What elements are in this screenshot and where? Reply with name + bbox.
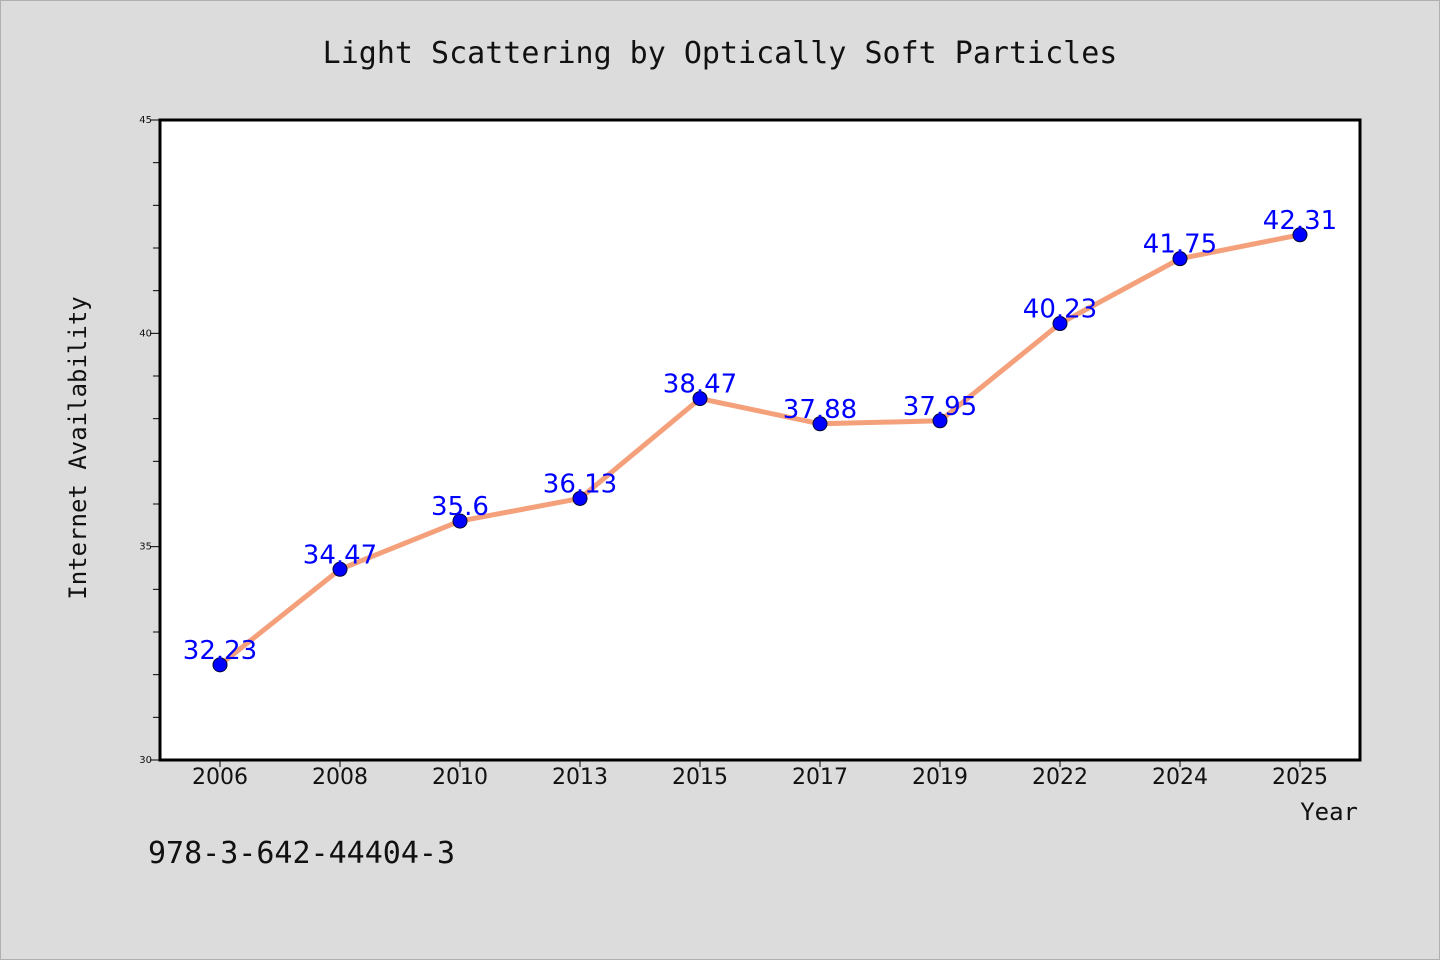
x-tick-label: 2010: [432, 765, 488, 790]
data-label: 42.31: [1263, 206, 1337, 236]
data-label: 37.95: [903, 392, 977, 422]
x-axis-ticks: 2006 2008 2010 2013 2015 2017 2019 2022 2024 2025: [192, 760, 1328, 790]
data-point: [692, 391, 708, 407]
x-tick-label: 2008: [312, 765, 368, 790]
data-label: 35.6: [431, 492, 489, 522]
x-tick-label: 2022: [1032, 765, 1088, 790]
y-axis-label: Internet Availability: [64, 296, 92, 599]
series-line: [217, 232, 1303, 668]
x-tick-label: 2015: [672, 765, 728, 790]
series-layer: [212, 227, 1308, 673]
data-label: 41.75: [1143, 230, 1217, 260]
y-tick-label: 40: [139, 328, 152, 339]
data-point: [212, 657, 228, 673]
x-axis-label: Year: [1300, 798, 1358, 826]
x-tick-label: 2006: [192, 765, 248, 790]
data-point: [452, 513, 468, 529]
x-tick-label: 2025: [1272, 765, 1328, 790]
y-axis-ticks: 30 35 40 45: [139, 115, 160, 766]
data-label: 32.23: [183, 636, 257, 666]
y-tick-label: 45: [139, 115, 152, 126]
x-tick-label: 2024: [1152, 765, 1208, 790]
data-label: 36.13: [543, 469, 617, 499]
chart-title: Light Scattering by Optically Soft Parti…: [323, 36, 1118, 71]
data-point: [932, 413, 948, 429]
x-tick-label: 2013: [552, 765, 608, 790]
data-labels-layer: 32.23 34.47 35.6 36.13 38.47 37.88 37.95 40.23 4…: [183, 206, 1337, 666]
data-point: [1292, 227, 1308, 243]
y-tick-label: 35: [139, 542, 152, 553]
data-point: [572, 490, 588, 506]
data-label: 40.23: [1023, 295, 1097, 325]
data-point: [1172, 251, 1188, 267]
data-label: 38.47: [663, 370, 737, 400]
isbn-label: 978-3-642-44404-3: [148, 836, 455, 871]
data-label: 34.47: [303, 540, 377, 570]
y-tick-label: 30: [139, 755, 152, 766]
data-label: 37.88: [783, 395, 857, 425]
x-tick-label: 2017: [792, 765, 848, 790]
data-point: [812, 416, 828, 432]
x-tick-label: 2019: [912, 765, 968, 790]
data-point: [332, 561, 348, 577]
plot-area: [158, 118, 1362, 762]
data-point: [1052, 316, 1068, 332]
